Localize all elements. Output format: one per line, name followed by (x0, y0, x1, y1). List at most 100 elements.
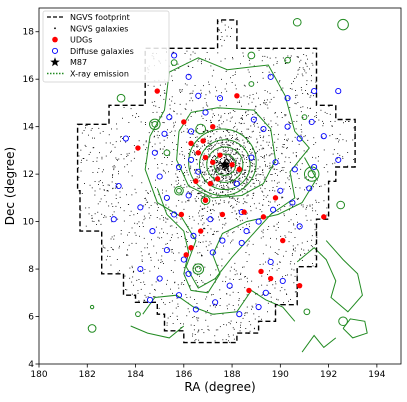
ngvs-galaxy-point (315, 157, 317, 159)
ngvs-galaxy-point (134, 222, 136, 224)
ngvs-galaxy-point (217, 168, 219, 169)
diffuse-galaxy-marker (195, 168, 202, 175)
ngvs-galaxy-point (207, 130, 209, 132)
ngvs-galaxy-point (232, 305, 234, 306)
ngvs-galaxy-point (279, 262, 281, 263)
ngvs-galaxy-point (283, 188, 285, 190)
ngvs-galaxy-point (218, 216, 219, 218)
ngvs-galaxy-point (232, 142, 234, 143)
ngvs-galaxy-point (305, 90, 306, 91)
ngvs-galaxy-point (169, 113, 170, 115)
ngvs-galaxy-point (290, 299, 291, 300)
ngvs-galaxy-point (196, 136, 198, 138)
ngvs-galaxy-point (154, 289, 156, 291)
ngvs-galaxy-point (282, 169, 284, 171)
xray-contour (284, 56, 291, 64)
ngvs-galaxy-point (251, 101, 253, 103)
ngvs-galaxy-point (188, 66, 190, 67)
ngvs-galaxy-point (179, 90, 181, 92)
ngvs-galaxy-point (237, 292, 239, 293)
ngvs-galaxy-point (236, 165, 238, 166)
ngvs-galaxy-point (162, 122, 164, 123)
ngvs-galaxy-point (270, 246, 271, 248)
ngvs-galaxy-point (343, 122, 344, 124)
ngvs-galaxy-point (318, 202, 320, 203)
ngvs-galaxy-point (232, 110, 234, 111)
ngvs-galaxy-point (218, 124, 220, 126)
ngvs-galaxy-point (143, 237, 145, 239)
diffuse-galaxy-marker (320, 133, 327, 140)
ngvs-galaxy-point (305, 72, 307, 74)
ngvs-galaxy-point (253, 313, 255, 315)
ngvs-galaxy-point (223, 169, 225, 171)
ngvs-galaxy-point (204, 174, 206, 176)
ngvs-galaxy-point (176, 233, 178, 234)
ngvs-galaxy-point (272, 153, 274, 155)
ngvs-galaxy-point (217, 152, 219, 154)
ngvs-galaxy-point (348, 121, 349, 122)
ngvs-galaxy-point (197, 266, 199, 268)
ngvs-galaxy-point (309, 205, 311, 207)
ngvs-galaxy-point (296, 76, 297, 78)
ngvs-galaxy-point (196, 282, 198, 283)
ngvs-galaxy-point (223, 39, 225, 41)
ngvs-galaxy-point (219, 168, 221, 170)
ngvs-galaxy-point (267, 194, 269, 196)
ngvs-galaxy-point (297, 69, 299, 71)
ngvs-galaxy-point (101, 156, 103, 158)
diffuse-galaxy-marker (149, 228, 156, 235)
ngvs-galaxy-point (239, 100, 240, 102)
ngvs-galaxy-point (234, 74, 236, 75)
ngvs-galaxy-point (80, 210, 82, 212)
ngvs-galaxy-point (222, 223, 224, 225)
ngvs-galaxy-point (232, 181, 234, 183)
ngvs-galaxy-point (184, 83, 186, 85)
ngvs-galaxy-point (209, 141, 211, 143)
ngvs-galaxy-point (184, 155, 185, 157)
ngvs-galaxy-point (248, 60, 250, 61)
ngvs-galaxy-point (228, 171, 230, 173)
ngvs-galaxy-point (213, 177, 215, 179)
ngvs-galaxy-point (316, 112, 317, 114)
ngvs-galaxy-point (163, 139, 165, 141)
ngvs-galaxy-point (99, 201, 101, 203)
ngvs-galaxy-point (243, 84, 245, 86)
ngvs-galaxy-point (92, 161, 94, 162)
ngvs-galaxy-point (337, 138, 338, 139)
ngvs-galaxy-point (306, 84, 308, 85)
ngvs-galaxy-point (234, 180, 236, 182)
ngvs-galaxy-point (266, 56, 268, 58)
ngvs-galaxy-point (101, 171, 103, 173)
ngvs-galaxy-point (224, 169, 225, 170)
ngvs-galaxy-point (140, 121, 142, 123)
ngvs-galaxy-point (174, 282, 176, 284)
ngvs-galaxy-point (143, 205, 145, 207)
ngvs-galaxy-point (290, 55, 292, 57)
ngvs-galaxy-point (91, 187, 93, 189)
ngvs-galaxy-point (235, 152, 237, 153)
xray-contour (337, 18, 349, 31)
ngvs-galaxy-point (232, 143, 234, 144)
diffuse-galaxy-marker (185, 73, 192, 80)
ngvs-galaxy-point (124, 166, 126, 168)
ngvs-galaxy-point (301, 242, 303, 244)
ngvs-galaxy-point (226, 159, 228, 161)
ngvs-galaxy-point (207, 140, 209, 142)
ngvs-galaxy-point (194, 334, 196, 335)
ngvs-galaxy-point (231, 116, 233, 118)
ngvs-galaxy-point (171, 300, 173, 302)
ngvs-galaxy-point (286, 147, 287, 149)
ngvs-galaxy-point (278, 249, 280, 251)
ngvs-galaxy-point (270, 174, 272, 175)
ngvs-galaxy-point (259, 264, 261, 265)
ngvs-galaxy-point (198, 197, 199, 199)
ngvs-galaxy-point (157, 236, 159, 238)
ngvs-galaxy-point (213, 230, 215, 232)
ngvs-galaxy-point (200, 192, 202, 194)
ngvs-galaxy-point (250, 205, 251, 207)
ngvs-galaxy-point (224, 147, 226, 149)
ngvs-galaxy-point (145, 296, 147, 298)
ngvs-galaxy-point (255, 175, 257, 177)
ngvs-galaxy-point (91, 128, 93, 129)
xray-emission-layer (87, 17, 368, 353)
